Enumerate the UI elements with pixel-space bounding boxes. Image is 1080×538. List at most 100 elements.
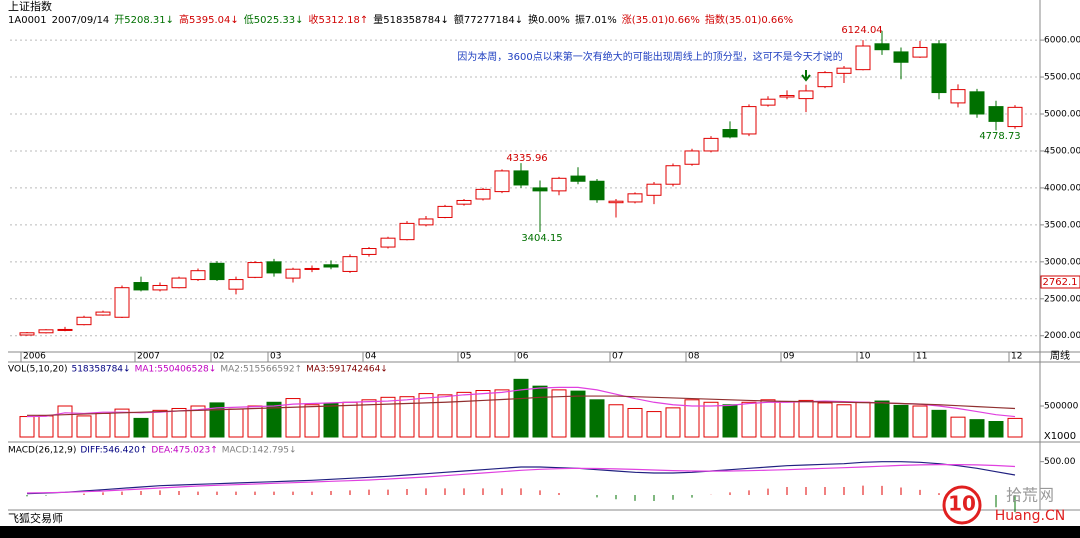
candle-body xyxy=(1007,106,1023,128)
volume-bar xyxy=(513,378,529,438)
volume-bar xyxy=(133,417,149,438)
candle-body xyxy=(361,248,377,255)
volume-bar xyxy=(589,399,605,438)
volume-bar xyxy=(874,400,890,438)
y-tick-label: 4000.00 xyxy=(1044,183,1080,193)
candle-body xyxy=(304,267,320,270)
candle-body xyxy=(152,284,168,291)
y-tick-label: 4500.00 xyxy=(1044,146,1080,156)
quote-field: 开5208.31↓ xyxy=(114,15,174,26)
volume-bar xyxy=(931,409,947,438)
x-tick-label: 05 xyxy=(460,352,471,362)
candle-body xyxy=(437,205,453,218)
candle-body xyxy=(722,129,738,138)
candle-body xyxy=(817,72,833,88)
unit-label: X1000 xyxy=(1044,431,1076,442)
watermark-name: 拾荒网 xyxy=(1006,486,1054,505)
volume-bar xyxy=(627,407,643,438)
volume-bar xyxy=(190,405,206,438)
annotation: 3404.15 xyxy=(521,233,562,244)
x-axis-label: 周线 xyxy=(1050,349,1070,362)
y-tick-label: 3500.00 xyxy=(1044,220,1080,230)
cursor-box xyxy=(1040,275,1080,289)
volume-bar xyxy=(665,407,681,438)
candle-body xyxy=(969,91,985,115)
cursor-label: 2762.1 xyxy=(1043,277,1078,288)
candle-body xyxy=(95,311,111,316)
app-name: 飞狐交易师 xyxy=(8,511,63,525)
macd-line xyxy=(26,461,1016,495)
indicator-legend: DEA:475.023↑ xyxy=(151,446,217,456)
candle-body xyxy=(950,89,966,104)
candle-body xyxy=(551,177,567,192)
quote-field: 低5025.33↓ xyxy=(244,13,304,26)
quote-field: 额77277184↓ xyxy=(454,13,523,26)
volume-bar xyxy=(494,389,510,438)
watermark-logo-text: 10 xyxy=(948,492,976,516)
indicator-legend: MACD:142.795↓ xyxy=(222,446,297,456)
candle-body xyxy=(285,268,301,279)
candle-body xyxy=(703,137,719,152)
candle-body xyxy=(589,180,605,201)
candle-body xyxy=(342,256,358,272)
candle-body xyxy=(627,193,643,203)
quote-field: 振7.01% xyxy=(575,13,617,26)
volume-bar xyxy=(988,421,1004,438)
status-bar xyxy=(0,526,1080,538)
y-tick-label: 6000.00 xyxy=(1044,36,1080,46)
candle-body xyxy=(171,277,187,289)
macd-line xyxy=(26,464,1016,494)
volume-bar xyxy=(950,416,966,438)
x-tick-label: 11 xyxy=(916,352,927,362)
candle-body xyxy=(209,262,225,281)
volume-bar xyxy=(912,405,928,438)
indicator-legend: MA2:515566592↑ xyxy=(220,365,302,375)
volume-bar xyxy=(703,401,719,438)
x-tick-label: 09 xyxy=(783,352,795,362)
indicator-legend: MA1:550406528↓ xyxy=(135,365,217,375)
candle-body xyxy=(931,43,947,94)
quote-field: 收5312.18↑ xyxy=(309,13,369,26)
volume-bar xyxy=(741,401,757,438)
candle-body xyxy=(741,106,757,135)
volume-bar xyxy=(760,399,776,438)
candle-body xyxy=(855,45,871,71)
quote-field: 涨(35.01)0.66% xyxy=(622,14,700,26)
candle-body xyxy=(475,188,491,200)
candle-body xyxy=(114,287,130,318)
candle-body xyxy=(912,46,928,58)
candle-body xyxy=(228,279,244,290)
volume-bar xyxy=(152,409,168,438)
x-tick-label: 02 xyxy=(213,352,224,362)
volume-bar xyxy=(38,415,54,438)
watermark-site: Huang.CN xyxy=(995,508,1065,524)
volume-bar xyxy=(969,419,985,438)
volume-bar xyxy=(342,401,358,438)
x-tick-label: 06 xyxy=(517,352,529,362)
candle-body xyxy=(665,165,681,185)
annotation: 4335.96 xyxy=(506,153,547,164)
volume-bar xyxy=(361,399,377,438)
volume-bar xyxy=(209,402,225,438)
volume-bar xyxy=(95,412,111,438)
volume-bar xyxy=(418,393,434,438)
x-tick-label: 04 xyxy=(365,352,377,362)
candle-body xyxy=(266,261,282,274)
volume-bar xyxy=(798,399,814,438)
volume-bar xyxy=(399,396,415,438)
candle-body xyxy=(760,98,776,106)
volume-bar xyxy=(323,403,339,438)
volume-bar xyxy=(57,405,73,438)
volume-bar xyxy=(475,390,491,438)
candle-body xyxy=(57,328,73,331)
y-tick-label: 500000 xyxy=(1044,402,1079,412)
volume-bar xyxy=(171,407,187,438)
candle-body xyxy=(893,51,909,63)
candle-body xyxy=(836,67,852,74)
candle-body xyxy=(608,200,624,204)
x-tick-label: 12 xyxy=(1011,352,1022,362)
signal-arrow xyxy=(801,70,811,82)
volume-bar xyxy=(76,415,92,438)
